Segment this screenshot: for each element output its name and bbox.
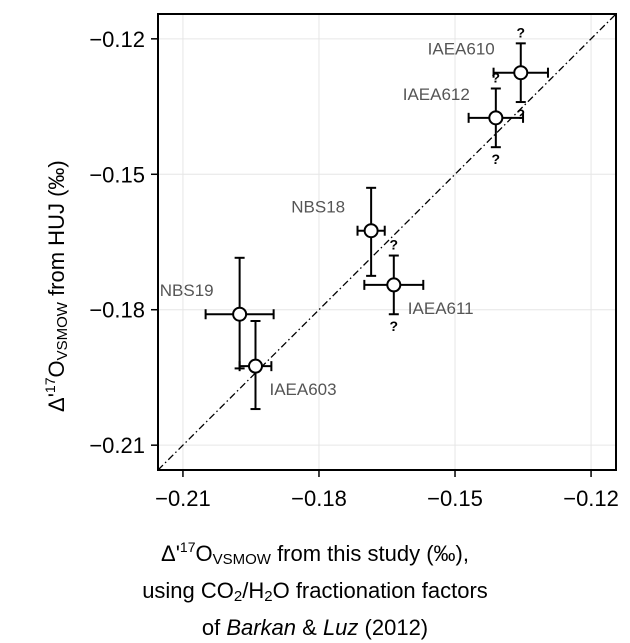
plot-frame [157,13,617,471]
question-mark-label: ? [492,151,501,167]
x-axis-title-line-1: Δ'17OVSMOW from this study (‰), [161,539,469,568]
x-axis-title-line-2: using CO2/H2O fractionation factors [142,578,488,605]
x-axis-title-line-3: of Barkan & Luz (2012) [201,615,429,640]
y-tick-label: −0.18 [89,298,145,323]
x-tick-label: −0.15 [427,486,483,511]
y-tick-label: −0.21 [89,433,145,458]
question-mark-label: ? [390,237,399,253]
question-mark-label: ? [516,106,525,122]
x-tick-label: −0.18 [291,486,347,511]
point-labels: ?? IAEA610?? IAEA612 NBS18?? IAEA611 NBS19 IAE… [160,24,525,399]
point-label: IAEA603 [269,380,336,399]
question-mark-label: ? [516,24,525,40]
question-mark-label: ? [390,318,399,334]
data-point-marker [232,306,248,322]
data-points [232,65,529,374]
data-point-marker [513,65,529,81]
x-tick-label: −0.12 [563,486,619,511]
x-axis-title: Δ'17OVSMOW from this study (‰), using CO… [0,532,630,643]
point-label: NBS19 [160,281,214,300]
point-label: IAEA611 [408,299,474,318]
y-tick-label: −0.15 [89,162,145,187]
data-point-marker [386,277,402,293]
data-point-marker [488,110,504,126]
scatter-chart: ?? IAEA610?? IAEA612 NBS18?? IAEA611 NBS19 IAE… [89,13,619,511]
one-to-one-line [157,13,617,471]
y-axis-title: Δ'17OVSMOW from HUJ (‰) [42,160,71,412]
x-tick-label: −0.21 [155,486,211,511]
y-axis-ticks: −0.21 −0.18 −0.15 −0.12 [89,27,158,458]
y-tick-label: −0.12 [89,27,145,52]
point-label: IAEA610 [428,40,495,59]
x-axis-ticks: −0.21 −0.18 −0.15 −0.12 [155,470,619,511]
point-label: NBS18 [291,198,345,217]
data-point-marker [363,223,379,239]
point-label: IAEA612 [403,85,470,104]
question-mark-label: ? [492,69,501,85]
data-point-marker [247,358,263,374]
